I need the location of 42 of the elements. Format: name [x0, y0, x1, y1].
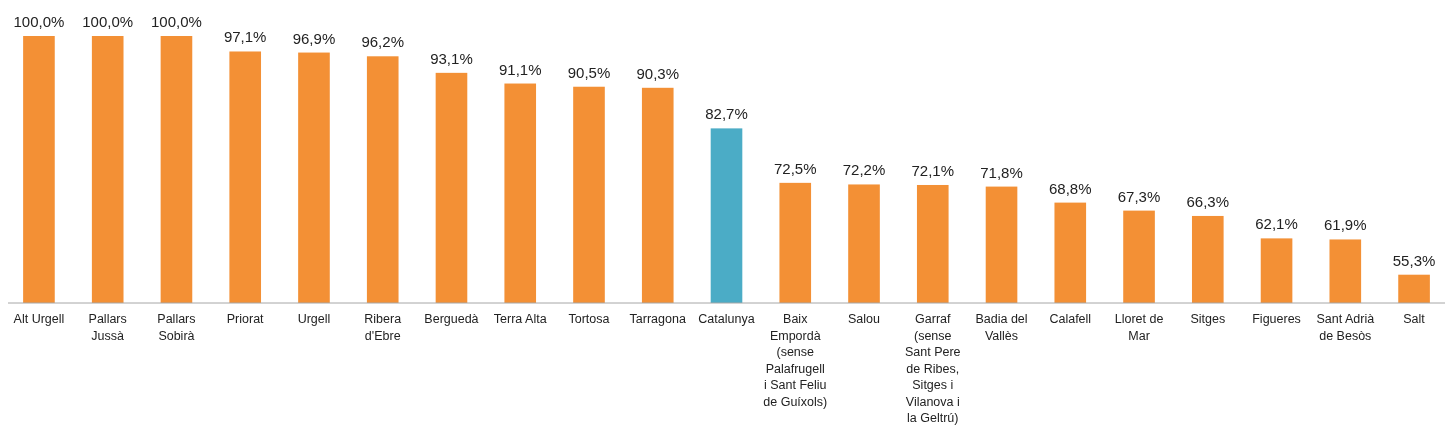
data-label: 100,0% — [82, 13, 134, 30]
x-tick-label: Figueres — [1252, 312, 1301, 326]
x-tick-label: Calafell — [1049, 312, 1092, 326]
x-tick-label: Salt — [1403, 312, 1426, 326]
x-tick-label: Alt Urgell — [13, 312, 65, 326]
data-label: 96,9% — [292, 29, 336, 47]
x-tick-label: Salou — [848, 312, 881, 326]
x-tick-label: Pallars Jussà — [88, 312, 127, 343]
x-tick-label: Sitges — [1190, 312, 1226, 326]
x-tick-label: Lloret de Mar — [1114, 312, 1164, 343]
data-label: 82,7% — [705, 105, 748, 123]
data-label: 66,3% — [1186, 192, 1230, 210]
data-label: 90,5% — [567, 63, 611, 81]
data-label: 96,2% — [361, 33, 404, 51]
x-tick-label: Terra Alta — [493, 312, 547, 326]
data-label: 55,3% — [1392, 251, 1436, 269]
data-label: 67,3% — [1117, 187, 1161, 205]
x-tick-label: Berguedà — [424, 312, 479, 326]
x-tick-label: Pallars Sobirà — [157, 312, 196, 343]
x-tick-label: Sant Adrià de Besòs — [1316, 312, 1375, 343]
x-tick-label: Tortosa — [568, 312, 610, 326]
data-label: 90,3% — [636, 64, 680, 82]
data-label: 91,1% — [498, 60, 542, 78]
x-tick-label: Badia del Vallès — [975, 312, 1028, 343]
x-tick-label: Ribera d'Ebre — [364, 312, 402, 343]
data-label: 72,1% — [911, 161, 955, 179]
data-label: 100,0% — [13, 13, 65, 30]
data-label: 72,5% — [773, 159, 817, 177]
data-label: 97,1% — [223, 28, 267, 46]
x-tick-label: Baix Empordà (sense Palafrugell i Sant Feliu de Guíxols) — [763, 312, 828, 409]
x-tick-label: Urgell — [297, 312, 331, 326]
x-tick-label: Tarragona — [629, 312, 686, 326]
data-label: 68,8% — [1049, 179, 1092, 197]
x-tick-label: Catalunya — [698, 312, 755, 326]
data-label: 61,9% — [1324, 216, 1367, 234]
data-label: 62,1% — [1255, 215, 1298, 233]
x-tick-label: Garraf (sense Sant Pere de Ribes, Sitges i Vilanova i la Geltrú) — [904, 312, 961, 425]
data-label: 100,0% — [151, 13, 202, 30]
data-label: 71,8% — [980, 163, 1023, 181]
data-label: 72,2% — [842, 161, 886, 179]
data-label: 93,1% — [430, 49, 473, 67]
x-tick-label: Priorat — [226, 312, 265, 326]
